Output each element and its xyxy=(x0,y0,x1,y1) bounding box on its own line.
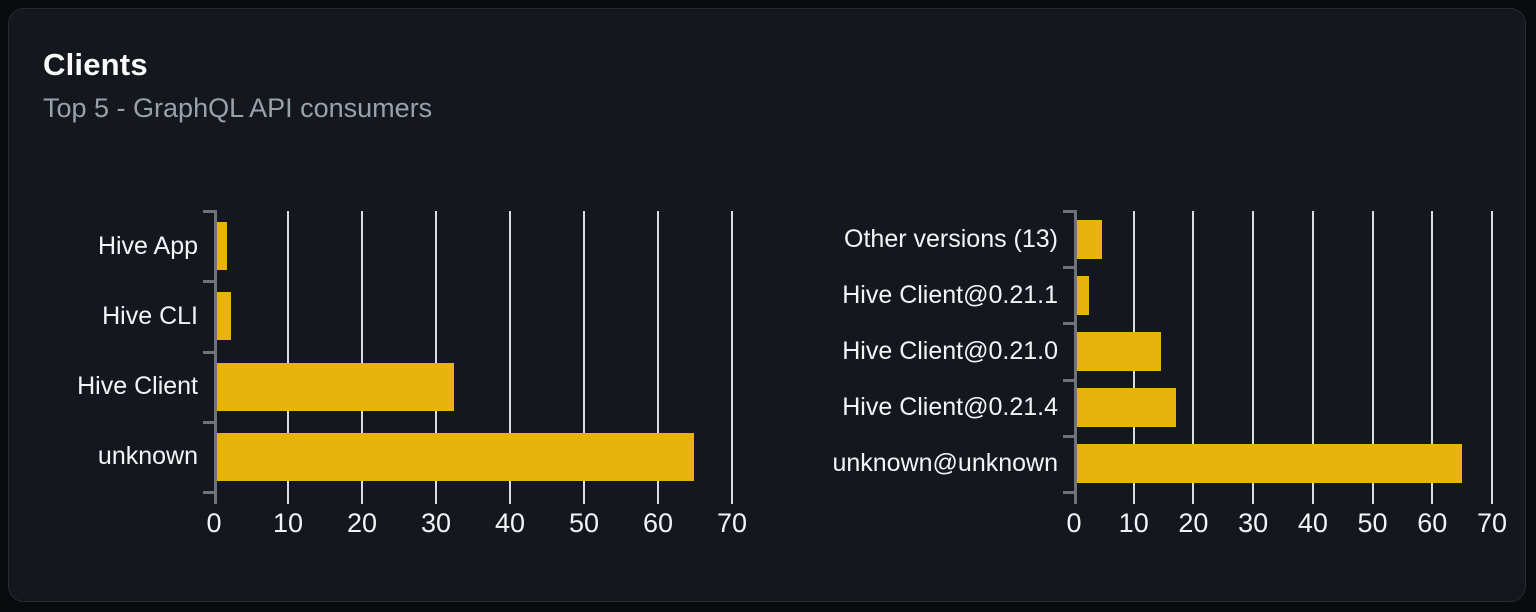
bar-other-versions-13-[interactable] xyxy=(1077,219,1103,259)
bar-row xyxy=(1074,436,1492,492)
category-label-column: Hive App Hive CLI Hive Client unknown xyxy=(43,211,214,492)
category-label: Hive Client xyxy=(77,372,198,401)
bar-row xyxy=(1074,267,1492,323)
gridline xyxy=(1311,211,1314,504)
category-label: Hive Client@0.21.4 xyxy=(842,393,1058,422)
bar-row xyxy=(214,422,732,492)
bar-row xyxy=(1074,323,1492,379)
x-tick-label: 50 xyxy=(568,508,600,538)
category-label: Other versions (13) xyxy=(844,224,1058,253)
plot-area: 0 10 20 30 40 50 60 70 xyxy=(1063,210,1507,538)
category-label: unknown@unknown xyxy=(832,449,1058,478)
bar-hive-client-0-21-4[interactable] xyxy=(1077,388,1176,428)
bar-hive-client-0-21-1[interactable] xyxy=(1077,275,1089,315)
y-axis-tick xyxy=(1063,210,1077,213)
x-tick-label: 70 xyxy=(1476,508,1508,538)
bar-hive-cli[interactable] xyxy=(217,292,232,341)
x-tick-label: 20 xyxy=(1178,508,1209,538)
gridline xyxy=(1371,211,1374,504)
panel-subtitle: Top 5 - GraphQL API consumers xyxy=(43,93,433,123)
y-axis-tick xyxy=(1063,322,1077,326)
bar-row xyxy=(214,211,732,281)
gridline xyxy=(435,211,437,504)
gridline xyxy=(287,211,289,504)
category-label: Hive App xyxy=(97,231,198,260)
y-axis-tick xyxy=(203,491,217,494)
bar-hive-client-0-21-0[interactable] xyxy=(1077,331,1161,371)
x-tick-label: 40 xyxy=(494,508,526,538)
x-tick-label: 50 xyxy=(1357,508,1388,538)
y-axis-tick xyxy=(1063,491,1077,494)
gridline xyxy=(361,211,363,504)
gridline xyxy=(1431,211,1434,504)
x-tick-label: 10 xyxy=(1118,508,1149,538)
y-axis-line xyxy=(1074,211,1077,504)
clients-by-name-chart: Hive App Hive CLI Hive Client unknown 0 10 20 3… xyxy=(43,210,747,552)
bar-row xyxy=(1074,211,1492,267)
category-label: unknown xyxy=(97,442,198,471)
category-label: Hive Client@0.21.1 xyxy=(842,280,1058,309)
x-tick-label: 30 xyxy=(420,508,452,538)
plot-area: 0 10 20 30 40 50 60 70 xyxy=(203,210,747,538)
bar-row xyxy=(214,281,732,351)
bar-unknown[interactable] xyxy=(217,432,694,481)
x-tick-label: 10 xyxy=(272,508,304,538)
category-label: Hive CLI xyxy=(102,301,198,330)
bar-hive-app[interactable] xyxy=(217,222,227,271)
category-label: Hive Client@0.21.0 xyxy=(842,336,1058,365)
gridline xyxy=(657,211,659,504)
gridline xyxy=(1252,211,1255,504)
y-axis-tick xyxy=(1063,378,1077,382)
y-axis-tick xyxy=(203,210,217,213)
clients-by-version-chart: Other versions (13) Hive Client@0.21.1 Hiv… xyxy=(809,210,1507,552)
bar-row xyxy=(1074,380,1492,436)
gridline xyxy=(509,211,511,504)
panel-title: Clients xyxy=(43,47,148,82)
gridline xyxy=(583,211,585,504)
y-axis-line xyxy=(214,211,217,504)
y-axis-tick xyxy=(1063,434,1077,438)
bar-unknown-unknown[interactable] xyxy=(1077,444,1462,484)
x-tick-label: 30 xyxy=(1238,508,1269,538)
x-tick-label: 20 xyxy=(346,508,378,538)
x-tick-label: 60 xyxy=(642,508,674,538)
x-tick-label: 70 xyxy=(716,508,748,538)
category-label-column: Other versions (13) Hive Client@0.21.1 Hiv… xyxy=(809,211,1074,492)
x-tick-label: 0 xyxy=(1066,508,1082,538)
gridline xyxy=(1192,211,1195,504)
bar-row xyxy=(214,352,732,422)
clients-card: Clients Top 5 - GraphQL API consumers Hi… xyxy=(8,8,1526,602)
x-tick-label: 0 xyxy=(206,508,222,538)
y-axis-tick xyxy=(203,420,217,424)
y-axis-tick xyxy=(203,280,217,284)
gridline xyxy=(731,211,733,504)
gridline xyxy=(1491,211,1493,504)
bar-hive-client[interactable] xyxy=(217,362,454,411)
y-axis-tick xyxy=(203,350,217,354)
x-tick-label: 40 xyxy=(1297,508,1328,538)
x-tick-label: 60 xyxy=(1417,508,1448,538)
y-axis-tick xyxy=(1063,266,1077,270)
